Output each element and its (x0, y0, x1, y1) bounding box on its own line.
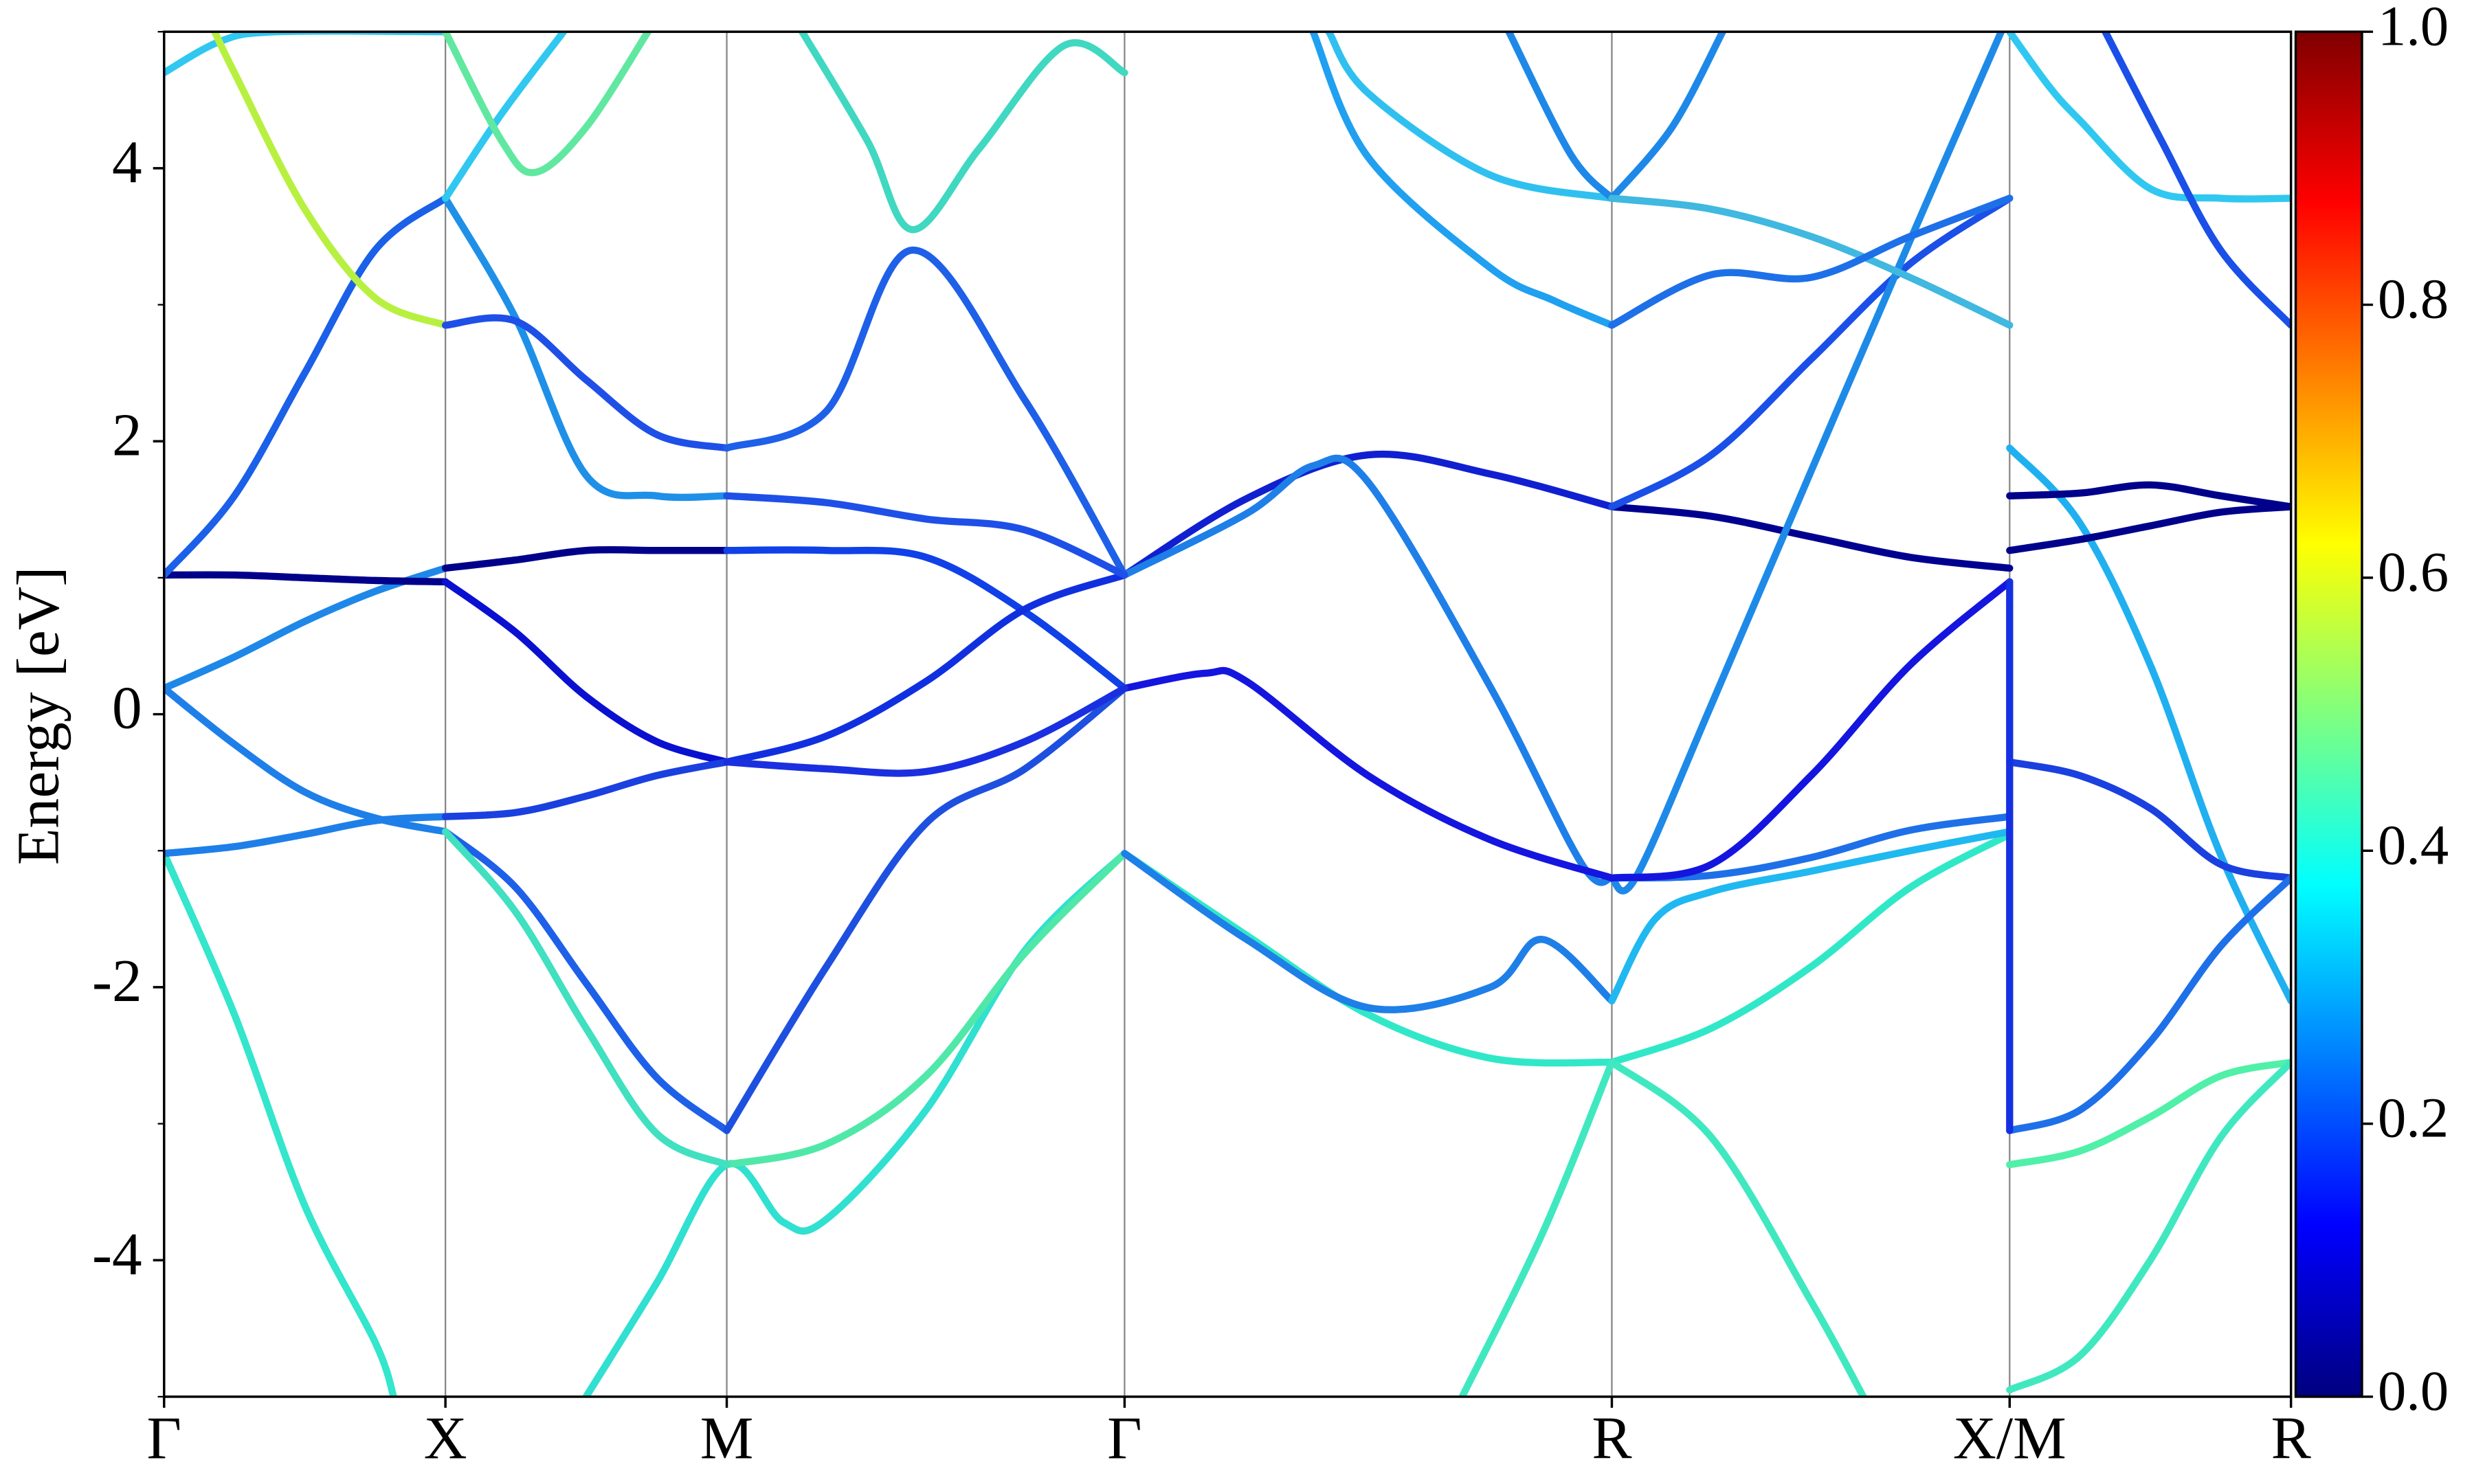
band-line (1608, 828, 2014, 1004)
band-line (441, 314, 731, 452)
band-line (1121, 850, 1616, 1013)
colorbar-axis: 0.0 0.2 0.4 0.6 0.8 1.0 (2361, 0, 2449, 1422)
band-line (1121, 666, 1616, 882)
band-line (211, 32, 449, 329)
x-tick-label: X (424, 1404, 467, 1471)
colorbar (2294, 30, 2363, 1398)
colorbar-tick-label: 0.0 (2378, 1359, 2449, 1422)
band-line (723, 850, 1128, 1169)
band-line (2102, 32, 2291, 329)
y-tick-label: -4 (92, 1220, 142, 1287)
y-tick-label: 4 (112, 128, 142, 195)
band-line (2006, 32, 2291, 203)
band-line (1121, 454, 1616, 886)
band-line (723, 546, 1128, 693)
band-line (164, 571, 449, 586)
band-line (2006, 444, 2291, 1004)
colorbar-tick-label: 0.4 (2378, 813, 2449, 876)
band-line (1608, 1058, 1867, 1397)
band-line (164, 850, 397, 1397)
band-line (441, 758, 731, 820)
y-tick-label: -2 (92, 947, 142, 1014)
band-line (2006, 503, 2291, 554)
band-line (2006, 1058, 2291, 1169)
band-line (164, 684, 449, 835)
band-line (1608, 578, 2014, 882)
band-line (164, 813, 449, 857)
band-line (441, 32, 652, 177)
band-line (1608, 194, 2014, 329)
band-line (441, 546, 731, 572)
x-tick-label: M (700, 1404, 754, 1471)
band-line (1608, 194, 2014, 510)
band-line (1608, 32, 2005, 895)
band-line (441, 32, 568, 202)
band-line (723, 684, 1128, 777)
y-tick-label: 0 (112, 674, 142, 741)
x-tick-label: Γ (1107, 1404, 1141, 1471)
y-tick-label: 2 (112, 401, 142, 468)
band-line (441, 828, 731, 1169)
x-tick-label: Γ (147, 1404, 181, 1471)
band-line (723, 684, 1128, 1134)
band-line (2006, 874, 2291, 1134)
band-line (1608, 831, 2014, 1066)
band-line (1608, 194, 2014, 329)
bands (164, 32, 2291, 1397)
band-line (1309, 32, 1616, 329)
band-line (723, 492, 1128, 579)
y-axis-label: Energy [eV] (5, 567, 71, 866)
axes: Γ X M Γ R X/M R -4 -2 0 2 4 (92, 31, 2312, 1471)
colorbar-tick-label: 0.2 (2378, 1086, 2449, 1149)
band-line (441, 578, 731, 766)
band-line (1505, 32, 1616, 202)
band-line (1458, 1058, 1616, 1397)
band-line (723, 246, 1128, 579)
band-line (164, 194, 449, 579)
band-line (2006, 758, 2291, 882)
band-line (799, 32, 1128, 234)
band-line (1325, 32, 1616, 202)
band-line (441, 194, 731, 502)
colorbar-tick-label: 1.0 (2378, 0, 2449, 57)
band-line (1121, 450, 1616, 579)
colorbar-tick-label: 0.6 (2378, 540, 2449, 603)
colorbar-tick-label: 0.8 (2378, 267, 2449, 330)
band-line (1608, 32, 1726, 202)
band-line (723, 571, 1128, 766)
band-line (441, 828, 731, 1134)
x-tick-label: X/M (1953, 1404, 2066, 1471)
band-line (2006, 1058, 2291, 1394)
x-tick-label: R (2271, 1404, 2312, 1471)
band-line (2006, 481, 2291, 510)
x-tick-label: R (1592, 1404, 1632, 1471)
band-line (1608, 503, 2014, 572)
